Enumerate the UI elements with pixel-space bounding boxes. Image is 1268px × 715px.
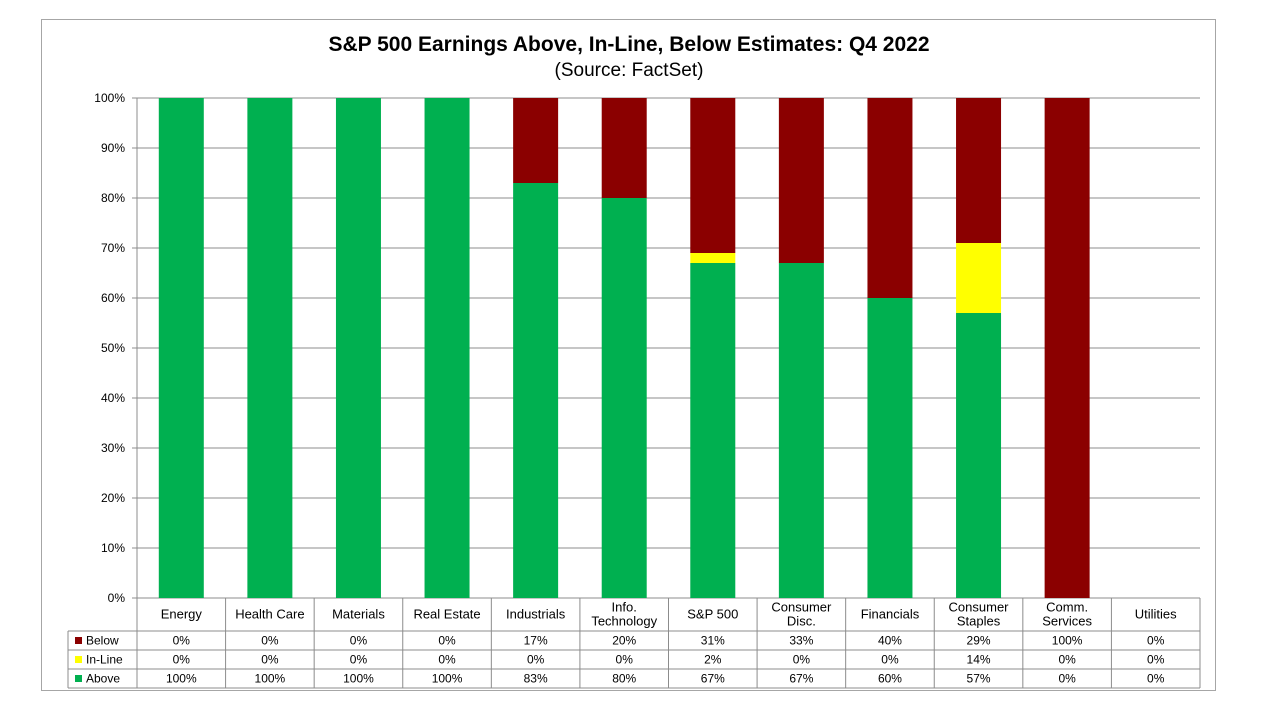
y-tick-label: 60% — [101, 291, 125, 305]
y-tick-label: 30% — [101, 441, 125, 455]
legend-label: In-Line — [86, 653, 123, 667]
bar-segment-above — [778, 263, 824, 598]
bar-segment-below — [513, 98, 559, 183]
table-cell-value: 40% — [878, 634, 902, 648]
table-cell-value: 0% — [881, 653, 899, 667]
chart-subtitle: (Source: FactSet) — [555, 60, 704, 81]
legend-key-below — [75, 637, 82, 644]
y-tick-label: 0% — [108, 591, 126, 605]
table-cell-value: 100% — [255, 672, 286, 686]
category-label: Consumer — [771, 600, 832, 615]
table-cell-value: 100% — [166, 672, 197, 686]
y-tick-label: 20% — [101, 491, 125, 505]
bar-segment-above — [867, 298, 913, 598]
category-label: Staples — [957, 614, 1001, 629]
bar-segment-above — [956, 313, 1002, 598]
table-cell-value: 80% — [612, 672, 636, 686]
table-cell-value: 0% — [261, 634, 279, 648]
table-cell-value: 0% — [1147, 653, 1165, 667]
category-label: S&P 500 — [687, 607, 738, 622]
category-label: Energy — [161, 607, 203, 622]
y-tick-label: 100% — [94, 91, 125, 105]
table-cell-value: 67% — [701, 672, 725, 686]
table-cell-value: 0% — [793, 653, 811, 667]
category-label: Technology — [591, 614, 657, 629]
table-cell-value: 60% — [878, 672, 902, 686]
legend-label: Above — [86, 672, 120, 686]
table-cell-value: 0% — [1147, 634, 1165, 648]
table-cell-value: 0% — [350, 634, 368, 648]
legend-label: Below — [86, 634, 119, 648]
category-label: Financials — [861, 607, 920, 622]
y-tick-label: 10% — [101, 541, 125, 555]
y-tick-label: 50% — [101, 341, 125, 355]
y-axis: 0% 10% 20% 30% 40% 50% 60% 70% 80% 90% 100% — [94, 91, 138, 605]
y-tick-label: 70% — [101, 241, 125, 255]
bar-segment-below — [1044, 98, 1090, 598]
bar-segment-below — [690, 98, 736, 253]
table-cell-value: 0% — [173, 653, 191, 667]
y-tick-label: 80% — [101, 191, 125, 205]
table-cell-value: 100% — [432, 672, 463, 686]
category-label: Services — [1042, 614, 1092, 629]
category-label: Utilities — [1135, 607, 1177, 622]
bar-segment-below — [867, 98, 913, 298]
table-cell-value: 83% — [524, 672, 548, 686]
category-label: Materials — [332, 607, 385, 622]
table-cell-value: 31% — [701, 634, 725, 648]
table-cell-value: 33% — [789, 634, 813, 648]
gridlines — [132, 97, 1200, 599]
y-tick-label: 40% — [101, 391, 125, 405]
table-cell-value: 0% — [438, 634, 456, 648]
table-cell-value: 0% — [616, 653, 634, 667]
table-cell-value: 0% — [1058, 672, 1076, 686]
bar-segment-above — [247, 98, 293, 598]
bar-segment-above — [690, 263, 736, 598]
table-cell-value: 0% — [350, 653, 368, 667]
table-cell-value: 14% — [967, 653, 991, 667]
bar-segment-above — [513, 183, 559, 598]
bar-segment-below — [601, 98, 647, 198]
chart-frame: S&P 500 Earnings Above, In-Line, Below E… — [41, 19, 1216, 691]
bar-segment-in-line — [690, 253, 736, 263]
table-cell-value: 67% — [789, 672, 813, 686]
table-cell-value: 20% — [612, 634, 636, 648]
category-label: Health Care — [235, 607, 304, 622]
y-tick-label: 90% — [101, 141, 125, 155]
legend-key-above — [75, 675, 82, 682]
bar-segment-in-line — [956, 243, 1002, 313]
table-cell-value: 0% — [1058, 653, 1076, 667]
category-label: Comm. — [1046, 600, 1088, 615]
bar-segment-above — [424, 98, 470, 598]
bar-segment-above — [158, 98, 204, 598]
bars — [158, 98, 1090, 598]
category-label: Info. — [612, 600, 637, 615]
table-cell-value: 2% — [704, 653, 722, 667]
chart-title: S&P 500 Earnings Above, In-Line, Below E… — [328, 33, 929, 56]
table-cell-value: 0% — [527, 653, 545, 667]
bar-segment-above — [601, 198, 647, 598]
legend-key-in-line — [75, 656, 82, 663]
category-label: Disc. — [787, 614, 816, 629]
table-cell-value: 17% — [524, 634, 548, 648]
table-cell-value: 0% — [438, 653, 456, 667]
data-table: Energy Health Care Materials Real Estate Ind… — [67, 598, 1201, 689]
table-cell-value: 29% — [967, 634, 991, 648]
table-cell-value: 0% — [1147, 672, 1165, 686]
category-label: Industrials — [506, 607, 566, 622]
table-cell-value: 0% — [173, 634, 191, 648]
category-label: Real Estate — [413, 607, 480, 622]
category-label: Consumer — [949, 600, 1010, 615]
table-cell-value: 0% — [261, 653, 279, 667]
bar-segment-above — [335, 98, 381, 598]
table-cell-value: 57% — [967, 672, 991, 686]
table-cell-value: 100% — [343, 672, 374, 686]
stacked-bar-chart: S&P 500 Earnings Above, In-Line, Below E… — [67, 33, 1201, 689]
bar-segment-below — [778, 98, 824, 263]
table-cell-value: 100% — [1052, 634, 1083, 648]
bar-segment-below — [956, 98, 1002, 243]
